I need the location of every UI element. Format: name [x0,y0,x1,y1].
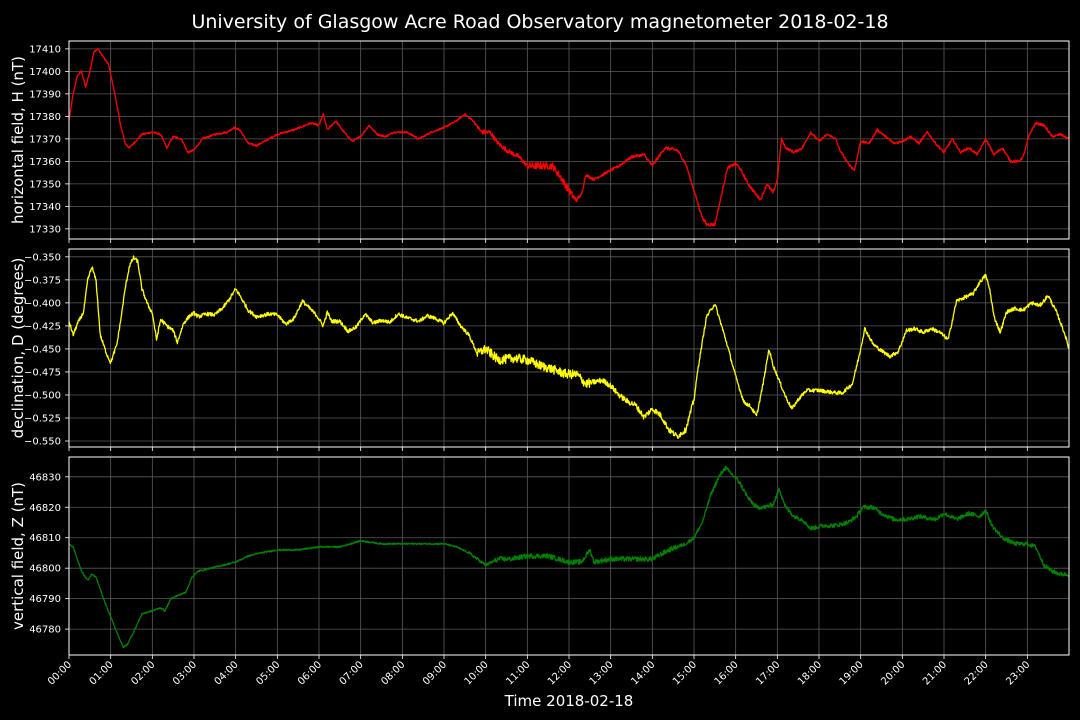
y-tick-label: −0.400 [24,298,61,309]
y-tick-label: −0.350 [24,252,61,263]
y-tick-label: −0.525 [24,413,61,424]
series-line-1 [68,48,1070,227]
y-tick-label: −0.475 [24,367,61,378]
y-tick-label: 46800 [29,564,61,575]
y-tick-label: 17340 [29,202,61,213]
panel-frame [68,456,1070,656]
y-tick-label: 17360 [29,157,61,168]
y-tick-label: −0.425 [24,321,61,332]
y-tick-label: −0.550 [24,437,61,448]
y-axis-label: declination, D (degrees) [9,258,27,439]
y-tick-label: 17350 [29,179,61,190]
y-tick-label: 17410 [29,44,61,55]
y-tick-label: 46830 [29,472,61,483]
y-axis-label: vertical field, Z (nT) [9,482,27,630]
y-tick-label: 17400 [29,67,61,78]
y-tick-label: −0.450 [24,344,61,355]
y-tick-label: −0.500 [24,390,61,401]
y-tick-label: 46820 [29,503,61,514]
panel-frame [68,248,1070,448]
panel-1: 17330 17340 17350 17360 17370 17380 17390 17400… [9,40,1070,243]
y-tick-label: −0.375 [24,275,61,286]
y-axis-label: horizontal field, H (nT) [9,56,27,224]
y-tick-label: 46790 [29,594,61,605]
panel-frame [68,40,1070,240]
series-line-2 [68,255,1070,439]
x-axis-label: Time 2018-02-18 [504,692,634,710]
y-tick-label: 17390 [29,89,61,100]
series-line-3 [68,465,1070,649]
y-tick-label: 17370 [29,134,61,145]
y-tick-label: 46780 [29,625,61,636]
y-tick-label: 17380 [29,112,61,123]
panel-2: −0.550 −0.525 −0.500 −0.475 −0.450 −0.425 −0.4… [9,248,1070,451]
chart-title: University of Glasgow Acre Road Observat… [191,11,888,33]
y-tick-label: 17330 [29,224,61,235]
y-tick-label: 46810 [29,533,61,544]
